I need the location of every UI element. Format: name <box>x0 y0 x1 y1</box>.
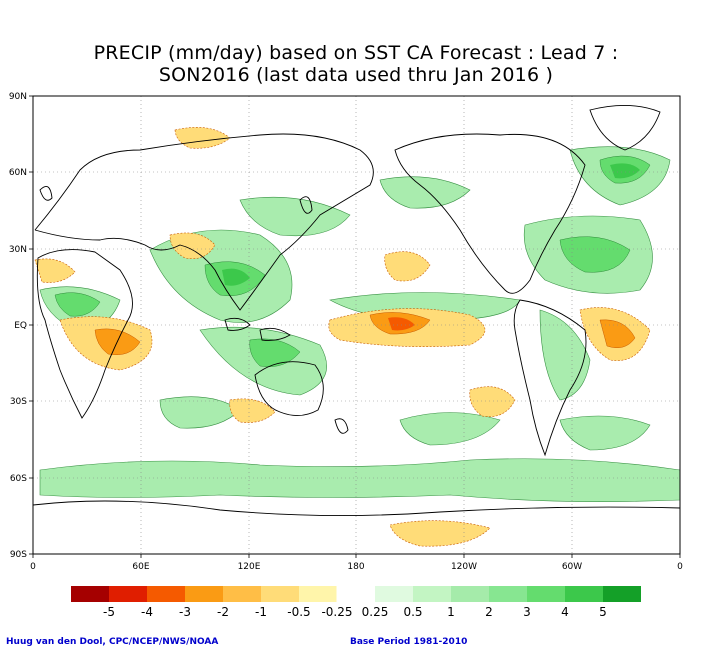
legend-label: 0.25 <box>362 605 389 619</box>
legend-label: -5 <box>103 605 115 619</box>
legend-labels: -5 -4 -3 -2 -1 -0.5 -0.25 0.25 0.5 1 2 3 4 5 <box>103 605 607 619</box>
legend-label: -2 <box>217 605 229 619</box>
legend-label: 5 <box>599 605 607 619</box>
legend-label: 1 <box>447 605 455 619</box>
lat-label-90s: 90S <box>10 550 27 560</box>
lon-label-120w: 120W <box>451 562 477 572</box>
longitude-labels: 0 60E 120E 180 120W 60W 0 <box>30 562 683 572</box>
legend-swatch <box>147 586 185 602</box>
legend-label: -3 <box>179 605 191 619</box>
legend-label: 3 <box>523 605 531 619</box>
legend-swatch <box>71 586 109 602</box>
legend-label: -1 <box>255 605 267 619</box>
legend-label: 4 <box>561 605 569 619</box>
lat-label-30s: 30S <box>10 397 27 407</box>
lon-label-120e: 120E <box>238 562 261 572</box>
credit-base-period: Base Period 1981-2010 <box>350 637 468 647</box>
legend-label: 0.5 <box>403 605 422 619</box>
legend-swatch <box>489 586 527 602</box>
lat-label-eq: EQ <box>14 321 27 331</box>
coastlines <box>33 105 680 516</box>
legend-label: 2 <box>485 605 493 619</box>
legend-label: -4 <box>141 605 153 619</box>
legend-swatch <box>413 586 451 602</box>
map-title-line2: SON2016 (last data used thru Jan 2016 ) <box>158 64 554 86</box>
credit-author: Huug van den Dool, CPC/NCEP/NWS/NOAA <box>6 637 219 647</box>
legend-label: -0.25 <box>321 605 352 619</box>
legend-swatch <box>451 586 489 602</box>
legend-swatch <box>527 586 565 602</box>
legend-swatch <box>185 586 223 602</box>
legend-swatch <box>336 585 376 603</box>
lat-label-90n: 90N <box>9 92 27 102</box>
legend-swatch <box>109 586 147 602</box>
legend-colorbar <box>71 585 641 603</box>
lat-label-60s: 60S <box>10 474 27 484</box>
lon-label-0-right: 0 <box>677 562 683 572</box>
lon-label-60w: 60W <box>562 562 582 572</box>
anomaly-field <box>34 127 680 547</box>
legend-swatch <box>261 586 299 602</box>
legend-swatch <box>299 586 337 602</box>
legend-swatch <box>223 586 261 602</box>
legend-swatch <box>565 586 603 602</box>
legend-swatch <box>603 586 641 602</box>
legend-swatch <box>375 586 413 602</box>
latitude-labels: 90N 60N 30N EQ 30S 60S 90S <box>9 92 27 560</box>
lon-label-60e: 60E <box>132 562 149 572</box>
map-title-line1: PRECIP (mm/day) based on SST CA Forecast… <box>93 42 619 64</box>
lat-label-30n: 30N <box>9 245 27 255</box>
lon-label-0-left: 0 <box>30 562 36 572</box>
lon-label-180: 180 <box>347 562 364 572</box>
map-gridlines <box>33 96 680 554</box>
lat-label-60n: 60N <box>9 168 27 178</box>
legend-label: -0.5 <box>287 605 310 619</box>
